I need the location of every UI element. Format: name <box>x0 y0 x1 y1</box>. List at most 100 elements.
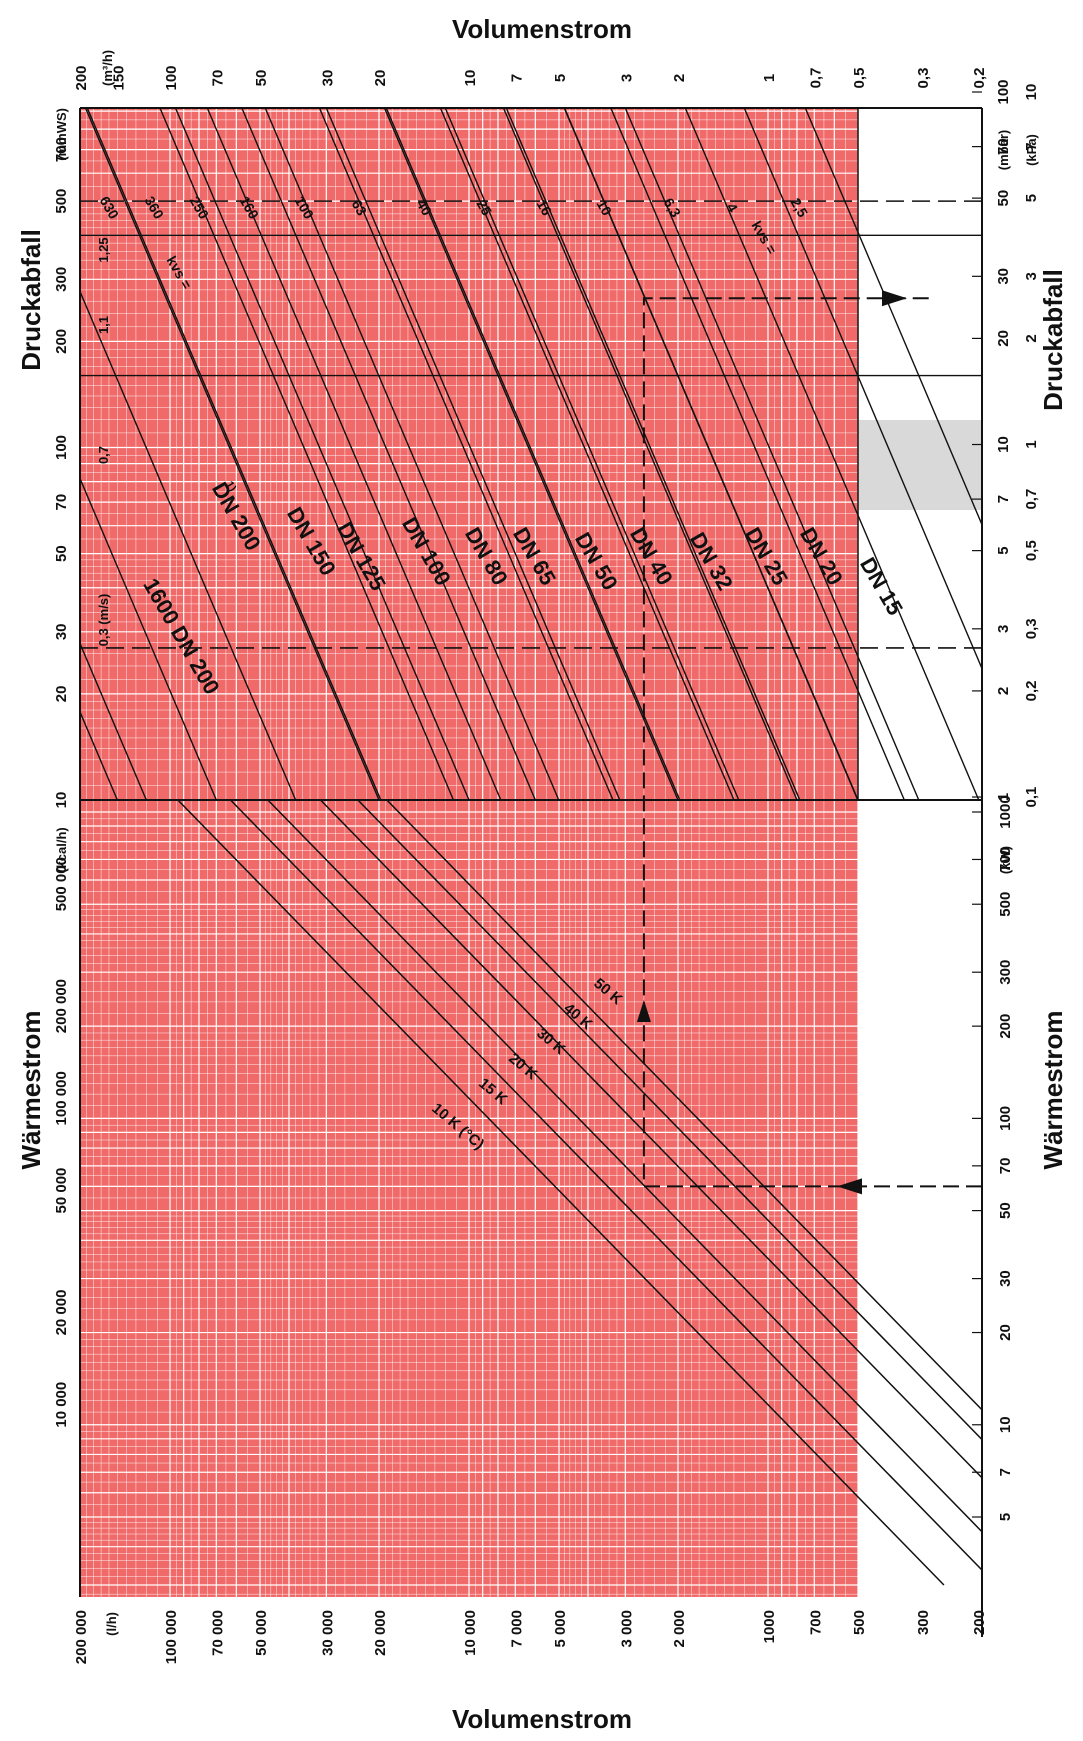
tick-heat-kcal: 200 000 <box>53 979 70 1033</box>
tick-flow-lh: 10 000 <box>462 1610 479 1656</box>
tick-heat-kw: 700 <box>997 847 1014 872</box>
tick-heat-kw: 7 <box>997 1468 1014 1476</box>
tick-pressure-mbar: 20 <box>995 330 1012 347</box>
dn-line <box>502 108 798 800</box>
tick-pressure-mmws: 10 <box>53 792 70 809</box>
dn-line <box>383 108 679 800</box>
tick-pressure-kpa: 0,1 <box>1023 787 1040 808</box>
tick-pressure-kpa: 0,7 <box>1023 489 1040 510</box>
tick-pressure-kpa: 3 <box>1023 272 1040 280</box>
dn-line <box>80 289 297 800</box>
unit-pressure-mmws: (mmWS) <box>54 108 69 161</box>
dn-line <box>174 108 470 800</box>
dn-line <box>80 641 147 800</box>
tick-pressure-kpa: 0,2 <box>1023 680 1040 701</box>
tick-pressure-mmws: 700 <box>53 137 70 162</box>
upper-lines <box>80 108 982 800</box>
lower-lines <box>176 800 982 1586</box>
delta-t-line <box>319 800 982 1479</box>
tick-pressure-mbar: 2 <box>995 687 1012 695</box>
tick-pressure-mmws: 30 <box>53 623 70 640</box>
dn-line <box>318 108 614 800</box>
tick-pressure-mbar: 100 <box>995 79 1012 104</box>
dn-line <box>80 476 217 800</box>
unit-flow-m3h: (m³/h) <box>100 50 115 86</box>
delta-t-line <box>356 800 982 1441</box>
tick-flow-lh: 3 000 <box>618 1610 635 1648</box>
tick-pressure-mbar: 7 <box>995 495 1012 503</box>
unit-flow-lh: (l/h) <box>104 1612 119 1636</box>
tick-pressure-kpa: 10 <box>1023 84 1040 101</box>
tick-flow-m3h: 10 <box>462 70 479 87</box>
kvs-label: 25 <box>474 197 496 219</box>
plot-background <box>80 108 982 1597</box>
tick-heat-kw: 30 <box>997 1270 1014 1287</box>
tick-flow-lh: 5 000 <box>552 1610 569 1648</box>
dn-line <box>84 108 380 800</box>
tick-heat-kcal: 50 000 <box>53 1168 70 1214</box>
tick-heat-kw: 70 <box>997 1158 1014 1175</box>
dn-line <box>439 108 735 800</box>
tick-heat-kw: 10 <box>997 1416 1014 1433</box>
tick-flow-m3h: 7 <box>508 74 525 82</box>
kvs-line <box>159 108 455 800</box>
unit-heat-kcal: (kcal/h) <box>54 827 69 873</box>
tick-flow-lh: 500 <box>851 1610 868 1635</box>
tick-pressure-mbar: 50 <box>995 190 1012 207</box>
dn-label: DN 15 <box>855 553 908 620</box>
tick-flow-m3h: 150 <box>110 65 127 90</box>
unit-pressure-kpa: (kPa) <box>1024 134 1039 166</box>
tick-flow-m3h: 200 <box>73 65 90 90</box>
kvs-line <box>505 108 801 800</box>
dn-line <box>241 108 536 800</box>
tick-heat-kw: 1000 <box>997 795 1014 828</box>
tick-flow-m3h: 1 <box>761 74 778 82</box>
delta-t-line <box>385 800 982 1411</box>
tick-heat-kcal: 100 000 <box>53 1071 70 1125</box>
tick-flow-m3h: 50 <box>253 70 270 87</box>
delta-t-line <box>176 800 945 1586</box>
title-right-upper: Druckabfall <box>1038 269 1068 411</box>
tick-flow-lh: 200 <box>971 1610 988 1635</box>
dn-line <box>610 108 905 800</box>
tick-flow-lh: 200 000 <box>73 1610 90 1664</box>
tick-flow-lh: 700 <box>807 1610 824 1635</box>
kvs-line <box>804 108 982 527</box>
tick-pressure-mmws: 200 <box>53 329 70 354</box>
example-arrow-flow <box>636 1000 651 1022</box>
tick-pressure-mbar: 1 <box>995 793 1012 801</box>
tick-flow-m3h: 5 <box>552 74 569 82</box>
velocity-label: 0,7 <box>96 446 111 464</box>
tick-pressure-mbar: 70 <box>995 138 1012 155</box>
tick-pressure-mmws: 20 <box>53 686 70 703</box>
title-left-lower: Wärmestrom <box>16 1011 46 1170</box>
tick-flow-m3h: 0,5 <box>851 68 868 89</box>
example-arrow-heat <box>837 1178 862 1195</box>
velocity-label: 1,1 <box>96 316 111 334</box>
kvs-label: 40 <box>414 197 436 219</box>
tick-flow-lh: 70 000 <box>209 1610 226 1656</box>
shaded-range <box>858 420 982 510</box>
tick-heat-kcal: 20 000 <box>53 1290 70 1336</box>
tick-pressure-kpa: 5 <box>1023 194 1040 202</box>
kvs-line <box>444 108 740 800</box>
kvs-line <box>86 108 382 800</box>
tick-pressure-kpa: 0,5 <box>1023 540 1040 561</box>
kvs-label: 10 <box>594 197 616 219</box>
labels: Volumenstrom Volumenstrom Druckabfall Wärme… <box>16 14 1068 1734</box>
tick-flow-lh: 100 000 <box>163 1610 180 1664</box>
tick-flow-lh: 1000 <box>761 1610 778 1643</box>
velocity-label: 0,3 (m/s) <box>96 594 111 647</box>
tick-pressure-kpa: 0,3 <box>1023 618 1040 639</box>
example-path <box>642 297 982 1188</box>
tick-flow-m3h: 0,7 <box>807 68 824 89</box>
tick-pressure-mbar: 5 <box>995 546 1012 554</box>
tick-flow-lh: 2 000 <box>671 1610 688 1648</box>
kvs-line <box>325 108 621 800</box>
tick-flow-lh: 300 <box>915 1610 932 1635</box>
tick-heat-kcal: 500 000 <box>53 857 70 911</box>
kvs-line <box>743 108 982 671</box>
kvs-line <box>624 108 920 800</box>
kvs-line <box>264 108 560 800</box>
